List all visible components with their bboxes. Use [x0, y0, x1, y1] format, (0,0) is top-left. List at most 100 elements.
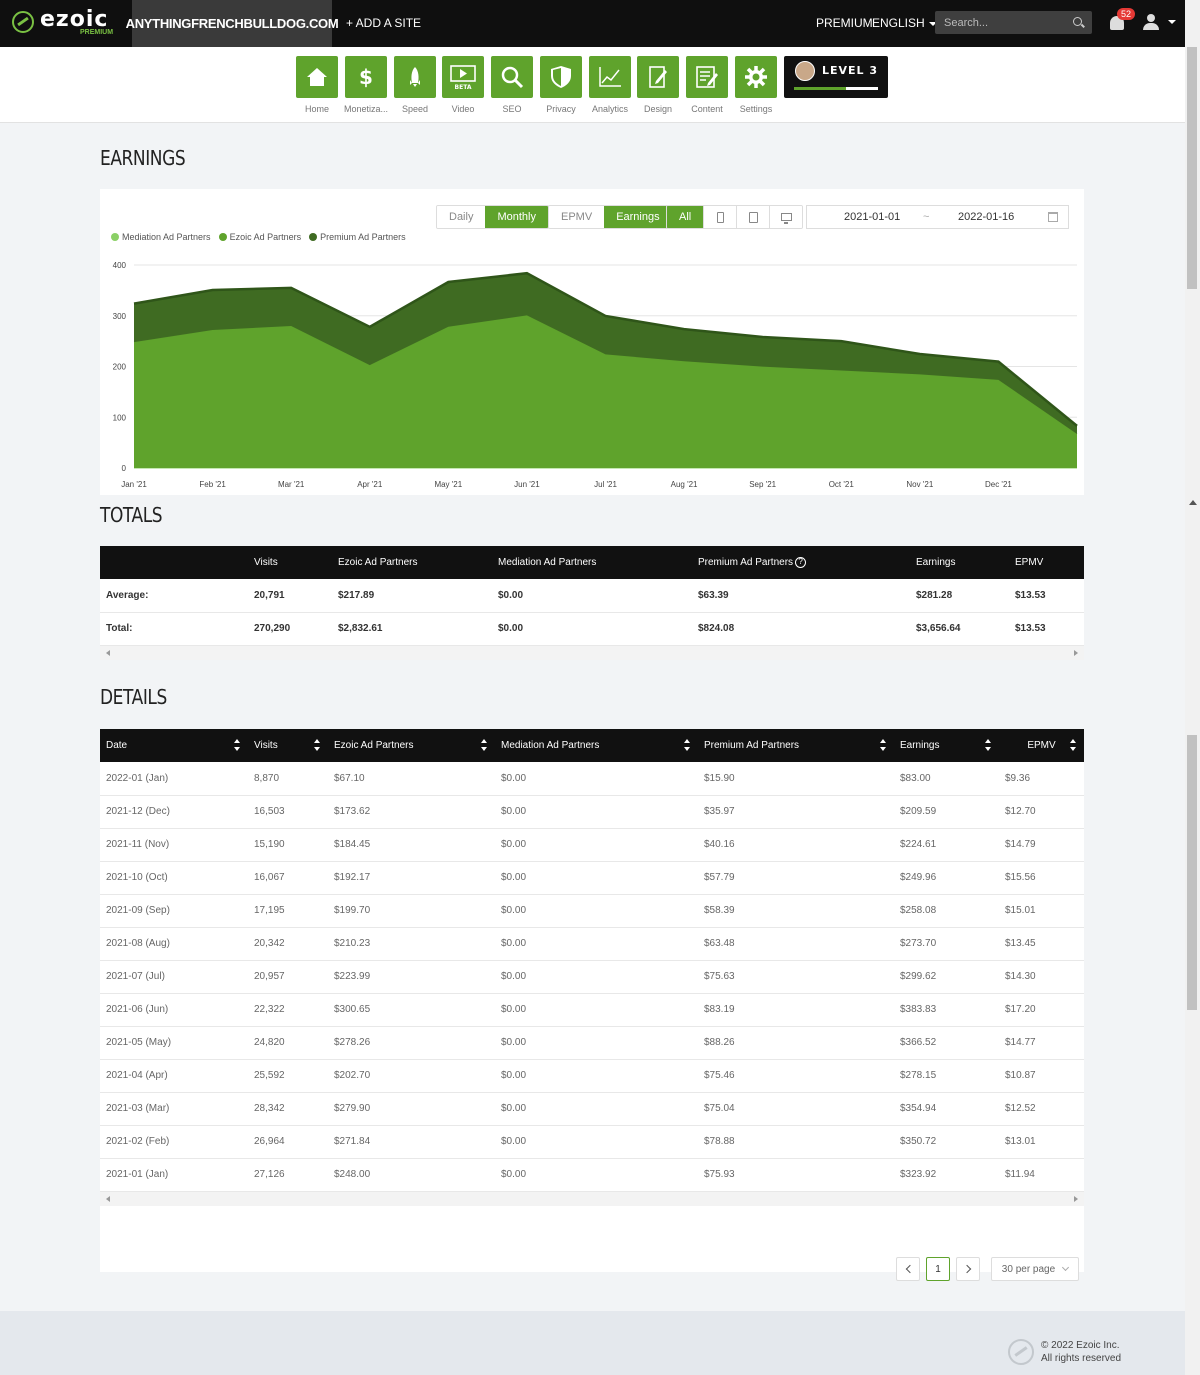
sort-icon[interactable] [314, 739, 321, 752]
table-cell: $0.00 [495, 1092, 698, 1126]
sortable-header-ezoic[interactable]: Ezoic Ad Partners [328, 729, 495, 762]
page-number-button[interactable]: 1 [926, 1257, 950, 1281]
tool-seo[interactable]: SEO [491, 56, 533, 114]
table-cell: $35.97 [698, 795, 894, 829]
sortable-header-epmv[interactable]: EPMV [999, 729, 1084, 762]
tool-monetization[interactable]: $ Monetiza... [344, 56, 388, 114]
details-table: Date Visits Ezoic Ad Partners Mediation … [100, 729, 1084, 1192]
legend-item-mediation[interactable]: Mediation Ad Partners [111, 232, 211, 242]
table-row: 2021-09 (Sep) 17,195 $199.70 $0.00 $58.39 $25… [100, 894, 1084, 928]
mobile-button[interactable] [703, 206, 737, 228]
legend-item-premium[interactable]: Premium Ad Partners [309, 232, 406, 242]
user-icon[interactable] [1143, 14, 1159, 31]
table-cell: 2021-09 (Sep) [100, 894, 248, 928]
table-cell: 26,964 [248, 1125, 328, 1159]
y-tick-label: 300 [113, 312, 127, 321]
date-end[interactable]: 2022-01-16 [958, 211, 1015, 223]
sortable-header-mediation[interactable]: Mediation Ad Partners [495, 729, 698, 762]
date-start[interactable]: 2021-01-01 [844, 211, 901, 223]
site-selector[interactable]: ANYTHINGFRENCHBULLDOG.COM [126, 0, 339, 47]
table-cell: 2021-04 (Apr) [100, 1059, 248, 1093]
earnings-button[interactable]: Earnings [604, 206, 672, 228]
scroll-left-icon[interactable] [106, 649, 110, 656]
horizontal-scrollbar[interactable] [100, 645, 1084, 660]
language-dropdown[interactable]: ENGLISH [872, 16, 937, 30]
scrollbar-thumb[interactable] [1187, 47, 1197, 289]
table-cell: $278.15 [894, 1059, 999, 1093]
premium-link[interactable]: PREMIUM [816, 16, 873, 30]
svg-text:BETA: BETA [455, 84, 472, 91]
daily-button[interactable]: Daily [437, 206, 486, 228]
calendar-icon[interactable] [1048, 212, 1058, 222]
page-scrollbar[interactable] [1185, 0, 1200, 1375]
x-tick-label: Sep '21 [749, 480, 776, 489]
desktop-button[interactable] [769, 206, 803, 228]
sortable-header-date[interactable]: Date [100, 729, 248, 762]
tool-video[interactable]: BETA Video [442, 56, 484, 114]
tool-design[interactable]: Design [637, 56, 679, 114]
tool-content[interactable]: Content [686, 56, 728, 114]
ezoic-logo[interactable]: ezoic PREMIUM [12, 7, 122, 40]
per-page-select[interactable]: 30 per page [991, 1257, 1079, 1281]
sort-icon[interactable] [1070, 739, 1077, 752]
table-cell: $12.52 [999, 1092, 1084, 1126]
x-tick-label: Oct '21 [829, 480, 855, 489]
tool-speed[interactable]: Speed [394, 56, 436, 114]
column-header-label: Visits [254, 740, 278, 751]
line-chart-icon [599, 67, 621, 87]
video-icon: BETA [450, 65, 476, 91]
search-input[interactable] [935, 11, 1065, 34]
sortable-header-premium[interactable]: Premium Ad Partners [698, 729, 894, 762]
scroll-right-icon[interactable] [1074, 1195, 1078, 1202]
epmv-button[interactable]: EPMV [549, 206, 605, 228]
user-caret-down-icon[interactable] [1168, 20, 1176, 24]
all-devices-button[interactable]: All [667, 206, 704, 228]
add-site-link[interactable]: + ADD A SITE [346, 16, 422, 30]
date-range-picker[interactable]: 2021-01-01 ~ 2022-01-16 [806, 205, 1069, 229]
tablet-button[interactable] [736, 206, 770, 228]
sort-icon[interactable] [880, 739, 887, 752]
table-cell: $299.62 [894, 960, 999, 994]
legend-item-ezoic[interactable]: Ezoic Ad Partners [218, 232, 301, 242]
table-cell: Total: [100, 612, 248, 646]
sort-icon[interactable] [985, 739, 992, 752]
scroll-left-icon[interactable] [106, 1195, 110, 1202]
sortable-header-visits[interactable]: Visits [248, 729, 328, 762]
ezoic-footer-logo-icon [1008, 1339, 1034, 1365]
help-icon[interactable]: ? [795, 556, 807, 568]
sort-icon[interactable] [684, 739, 691, 752]
phone-icon [716, 211, 724, 223]
horizontal-scrollbar[interactable] [100, 1191, 1084, 1206]
table-cell: $192.17 [328, 861, 495, 895]
next-page-button[interactable] [956, 1257, 980, 1281]
table-cell: $0.00 [495, 828, 698, 862]
sort-icon[interactable] [234, 739, 241, 752]
scrollbar-thumb-secondary[interactable] [1187, 735, 1197, 1010]
monthly-button[interactable]: Monthly [485, 206, 548, 228]
area-series-2[interactable] [134, 273, 1077, 434]
table-cell: $173.62 [328, 795, 495, 829]
shield-icon [551, 66, 571, 88]
prev-page-button[interactable] [896, 1257, 920, 1281]
copyright-text: © 2022 Ezoic Inc. [1041, 1340, 1120, 1351]
chevron-right-icon [962, 1264, 971, 1274]
table-cell: 2021-01 (Jan) [100, 1158, 248, 1192]
notification-badge[interactable]: 52 [1117, 8, 1136, 20]
sort-icon[interactable] [481, 739, 488, 752]
level-progress-fill [794, 87, 847, 90]
area-series-1[interactable] [134, 315, 1077, 468]
tool-privacy[interactable]: Privacy [540, 56, 582, 114]
tool-analytics[interactable]: Analytics [589, 56, 631, 114]
details-card: Date Visits Ezoic Ad Partners Mediation … [100, 729, 1084, 1281]
tool-settings[interactable]: Settings [735, 56, 777, 114]
level-badge[interactable]: LEVEL 3 [784, 56, 888, 98]
scroll-up-arrow-icon[interactable] [1189, 500, 1197, 505]
scroll-right-icon[interactable] [1074, 649, 1078, 656]
table-row: 2021-05 (May) 24,820 $278.26 $0.00 $88.26 $36… [100, 1026, 1084, 1060]
table-cell: $300.65 [328, 993, 495, 1027]
tool-home[interactable]: Home [296, 56, 338, 114]
table-cell: 22,322 [248, 993, 328, 1027]
x-tick-label: Mar '21 [278, 480, 305, 489]
sortable-header-earnings[interactable]: Earnings [894, 729, 999, 762]
search-icon[interactable] [1073, 17, 1082, 26]
